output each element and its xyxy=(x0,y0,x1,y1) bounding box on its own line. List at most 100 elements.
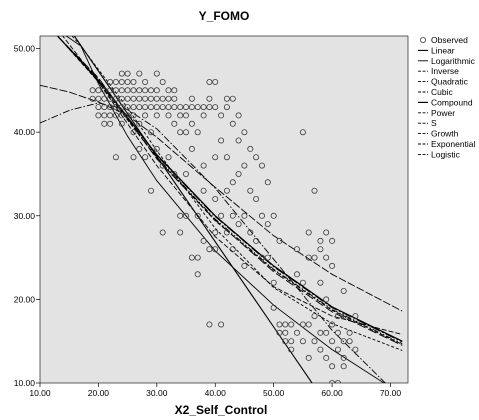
observed-point xyxy=(270,304,277,311)
observed-point xyxy=(334,329,341,336)
observed-point xyxy=(200,162,207,169)
observed-point xyxy=(270,279,277,286)
observed-point xyxy=(299,338,306,345)
observed-point xyxy=(124,79,131,86)
observed-point xyxy=(317,279,324,286)
observed-point xyxy=(264,221,271,228)
observed-point xyxy=(212,195,219,202)
observed-point xyxy=(101,95,108,102)
observed-point xyxy=(194,254,201,261)
observed-point xyxy=(130,79,137,86)
observed-point xyxy=(206,104,213,111)
observed-point xyxy=(323,354,330,361)
curve-exponential xyxy=(57,36,403,343)
observed-point xyxy=(212,154,219,161)
observed-point xyxy=(177,212,184,219)
observed-point xyxy=(142,154,149,161)
observed-point xyxy=(118,87,125,94)
observed-point xyxy=(241,129,248,136)
observed-point xyxy=(153,104,160,111)
x-tick-label: 60.00 xyxy=(321,388,343,398)
observed-point xyxy=(118,79,125,86)
observed-point xyxy=(329,237,336,244)
observed-points xyxy=(89,70,359,383)
legend-label-inverse: Inverse xyxy=(431,66,459,76)
observed-point xyxy=(282,321,289,328)
observed-point xyxy=(200,104,207,111)
observed-point xyxy=(142,87,149,94)
observed-point xyxy=(182,212,189,219)
observed-point xyxy=(305,254,312,261)
observed-point xyxy=(188,145,195,152)
x-axis: 10.00 20.00 30.00 40.00 50.00 60.00 70.00 xyxy=(29,383,401,398)
observed-point xyxy=(101,87,108,94)
observed-point xyxy=(258,254,265,261)
observed-point xyxy=(147,187,154,194)
observed-point xyxy=(188,120,195,127)
observed-point xyxy=(299,321,306,328)
y-tick-label: 40.00 xyxy=(14,127,36,137)
observed-point xyxy=(212,104,219,111)
observed-point xyxy=(352,313,359,320)
observed-point xyxy=(323,254,330,261)
observed-point xyxy=(311,313,318,320)
observed-point xyxy=(329,321,336,328)
observed-point xyxy=(147,87,154,94)
observed-point xyxy=(317,246,324,253)
observed-point xyxy=(107,79,114,86)
observed-point xyxy=(212,79,219,86)
observed-point xyxy=(118,95,125,102)
curve-compound xyxy=(57,36,403,342)
observed-point xyxy=(223,95,230,102)
x-tick-label: 10.00 xyxy=(29,388,51,398)
observed-point xyxy=(218,112,225,119)
observed-point xyxy=(247,145,254,152)
legend-label-growth: Growth xyxy=(431,129,459,139)
observed-point xyxy=(124,70,131,77)
observed-point xyxy=(340,354,347,361)
observed-point xyxy=(165,104,172,111)
observed-point xyxy=(112,112,119,119)
observed-point xyxy=(323,229,330,236)
observed-point xyxy=(188,95,195,102)
observed-point xyxy=(171,170,178,177)
x-tick-label: 20.00 xyxy=(88,388,110,398)
observed-point xyxy=(112,95,119,102)
observed-point xyxy=(323,329,330,336)
legend-marker-observed xyxy=(419,37,426,44)
observed-point xyxy=(142,79,149,86)
observed-point xyxy=(276,237,283,244)
observed-point xyxy=(147,95,154,102)
observed-point xyxy=(107,104,114,111)
observed-point xyxy=(118,70,125,77)
legend-label-logistic: Logistic xyxy=(431,149,461,159)
observed-point xyxy=(229,246,236,253)
observed-point xyxy=(142,104,149,111)
observed-point xyxy=(130,154,137,161)
observed-point xyxy=(112,87,119,94)
legend-label-linear: Linear xyxy=(431,45,455,55)
curve-growth xyxy=(57,36,403,345)
observed-point xyxy=(241,212,248,219)
observed-point xyxy=(346,329,353,336)
x-tick-label: 40.00 xyxy=(205,388,227,398)
x-tick-label: 50.00 xyxy=(263,388,285,398)
observed-point xyxy=(206,321,213,328)
observed-point xyxy=(130,112,137,119)
observed-point xyxy=(136,87,143,94)
observed-point xyxy=(334,346,341,353)
observed-point xyxy=(282,329,289,336)
observed-point xyxy=(95,95,102,102)
observed-point xyxy=(177,129,184,136)
observed-point xyxy=(253,195,260,202)
y-tick-label: 20.00 xyxy=(14,294,36,304)
observed-point xyxy=(293,271,300,278)
observed-point xyxy=(305,229,312,236)
observed-point xyxy=(258,162,265,169)
observed-point xyxy=(311,338,318,345)
observed-point xyxy=(317,346,324,353)
observed-point xyxy=(177,229,184,236)
observed-point xyxy=(253,154,260,161)
y-tick-label: 10.00 xyxy=(14,378,36,388)
